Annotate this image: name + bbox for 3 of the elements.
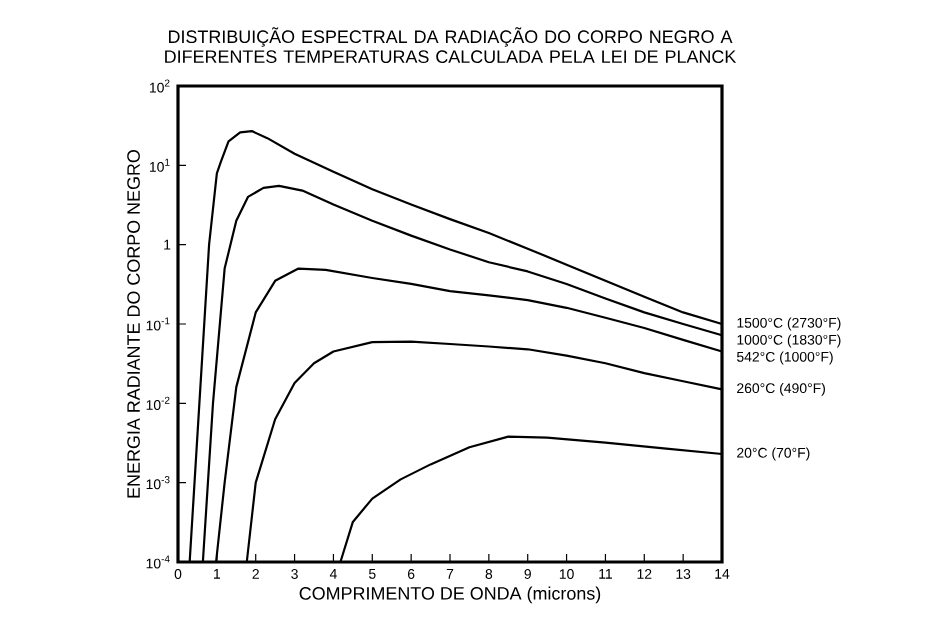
chart-title: DISTRIBUIÇÃO ESPECTRAL DA RADIAÇÃO DO CORPO NEGRO A DIFERENTES TEMPERATURAS CALCULADA PELA LEI DE PLANCK xyxy=(165,27,737,64)
x-axis-title: COMPRIMENTO DE ONDA (microns) xyxy=(299,586,601,604)
y-axis-title: ENERGIA RADIANTE DO CORPO NEGRO xyxy=(127,150,140,498)
